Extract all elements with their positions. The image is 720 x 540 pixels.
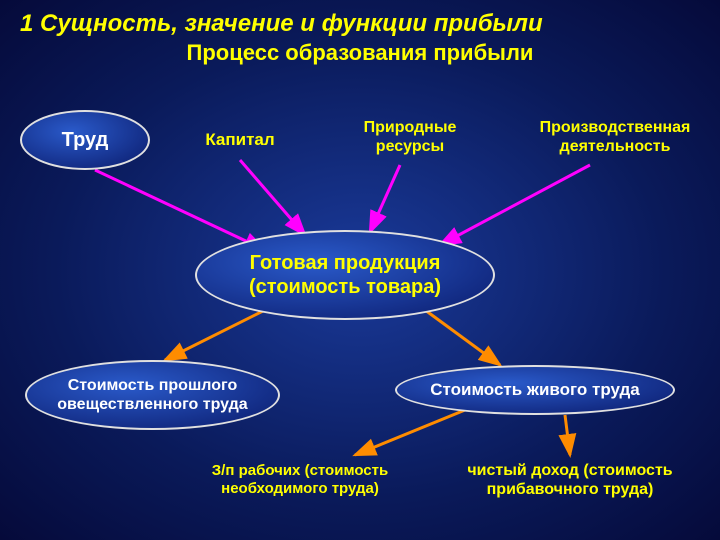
- node-deyat: Производственная деятельность: [520, 112, 710, 162]
- arrow-center-r: [425, 310, 500, 365]
- arrow-zhivogo-l: [355, 410, 465, 455]
- page-title: 1 Сущность, значение и функции прибыли: [0, 0, 720, 40]
- arrow-deyat: [440, 165, 590, 245]
- node-dohod: чистый доход (стоимость прибавочного тру…: [445, 455, 695, 505]
- arrow-resursy: [370, 165, 400, 232]
- page-subtitle: Процесс образования прибыли: [0, 40, 720, 74]
- node-kapital: Капитал: [180, 120, 300, 160]
- arrow-trud: [95, 170, 265, 250]
- node-trud: Труд: [20, 110, 150, 170]
- arrow-kapital: [240, 160, 305, 235]
- node-center: Готовая продукция (стоимость товара): [195, 230, 495, 320]
- node-zp: З/п рабочих (стоимость необходимого труд…: [200, 450, 400, 510]
- node-zhivogo: Стоимость живого труда: [395, 365, 675, 415]
- node-resursy: Природные ресурсы: [330, 112, 490, 162]
- node-proshlogo: Стоимость прошлого овеществленного труда: [25, 360, 280, 430]
- arrow-center-l: [165, 310, 265, 360]
- arrow-zhivogo-r: [565, 415, 570, 455]
